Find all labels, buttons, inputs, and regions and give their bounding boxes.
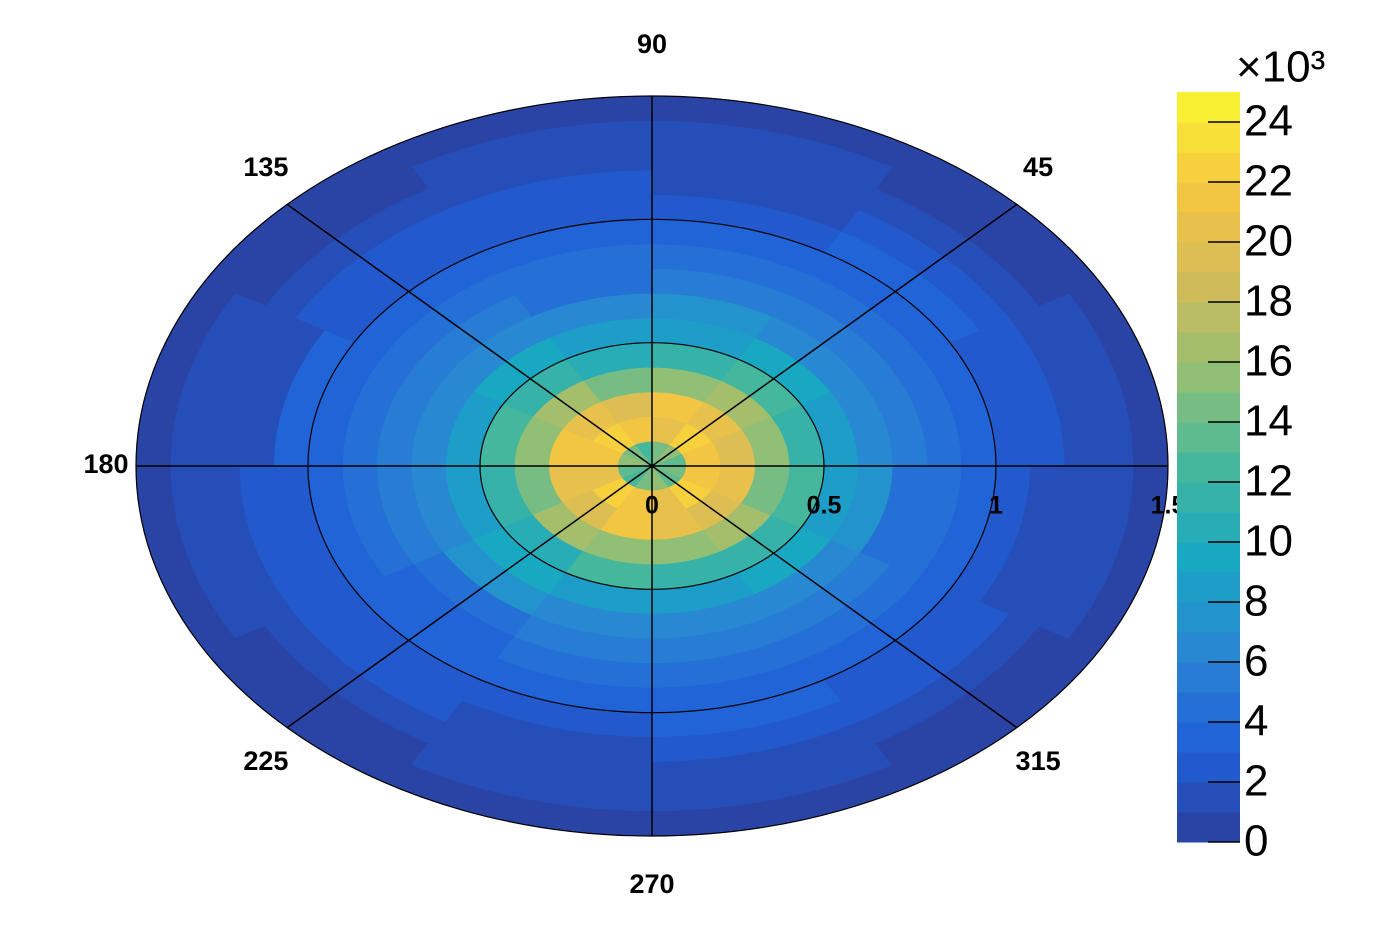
angle-label: 315 [1016, 746, 1061, 776]
z-tick-label: 18 [1244, 277, 1293, 326]
colorbar-step [1177, 362, 1240, 393]
z-tick-label: 6 [1244, 637, 1268, 686]
colorbar-step [1177, 782, 1240, 813]
angle-label: 90 [637, 29, 667, 59]
r-tick-label: 0 [645, 492, 659, 520]
grid-spoke [286, 203, 653, 467]
angle-label: 135 [243, 152, 288, 182]
colorbar-step [1177, 212, 1240, 243]
angle-label: 180 [83, 449, 128, 479]
colorbar-step [1177, 332, 1240, 363]
z-tick-label: 2 [1244, 757, 1268, 806]
colorbar-step [1177, 512, 1240, 543]
grid-spoke [651, 465, 1018, 729]
angle-label: 225 [243, 746, 288, 776]
colorbar-step [1177, 662, 1240, 693]
colorbar-step [1177, 392, 1240, 423]
colorbar-step [1177, 242, 1240, 273]
z-tick-label: 16 [1244, 337, 1293, 386]
colorbar-step [1177, 482, 1240, 513]
z-tick-label: 22 [1244, 157, 1293, 206]
labels: 0.511.5004590135180225270315 [83, 29, 1205, 899]
z-tick-label: 20 [1244, 217, 1293, 266]
angle-label: 45 [1023, 152, 1053, 182]
z-tick-label: 24 [1244, 97, 1293, 146]
angle-label: 270 [629, 869, 674, 899]
z-tick-label: 12 [1244, 457, 1293, 506]
colorbar-step [1177, 182, 1240, 213]
colorbar-step [1177, 752, 1240, 783]
grid [135, 95, 1169, 837]
z-tick-label: 4 [1244, 697, 1268, 746]
z-tick-label: 0 [1244, 817, 1268, 866]
colorbar-step [1177, 602, 1240, 633]
z-exponent: ×10³ [1236, 43, 1325, 92]
grid-spoke [286, 465, 653, 729]
colorbar-step [1177, 302, 1240, 333]
colorbar-step [1177, 422, 1240, 453]
colorbar-step [1177, 812, 1240, 843]
colorbar-step [1177, 542, 1240, 573]
r-tick-label: 1 [989, 492, 1003, 520]
colorbar-step [1177, 722, 1240, 753]
z-tick-label: 10 [1244, 517, 1293, 566]
colorbar-step [1177, 122, 1240, 153]
z-tick-label: 8 [1244, 577, 1268, 626]
r-tick-label: 0.5 [807, 492, 842, 520]
colorbar-step [1177, 632, 1240, 663]
colorbar-step [1177, 692, 1240, 723]
colorbar-step [1177, 272, 1240, 303]
z-tick-label: 14 [1244, 397, 1293, 446]
grid-spoke [651, 203, 1018, 467]
colorbar-step [1177, 452, 1240, 483]
colorbar-step [1177, 152, 1240, 183]
colorbar-step [1177, 572, 1240, 603]
colorbar-step [1177, 92, 1240, 123]
